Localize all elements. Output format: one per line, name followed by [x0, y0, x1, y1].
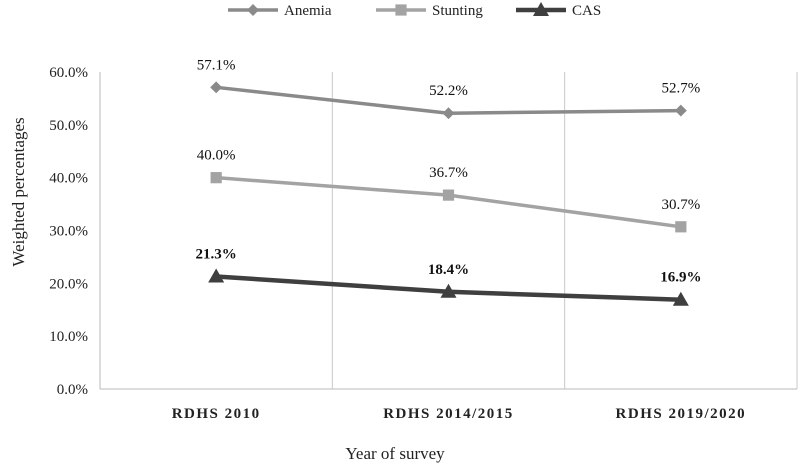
- y-tick-label: 20.0%: [49, 276, 88, 292]
- data-point-stunting: [210, 172, 222, 184]
- data-point-stunting: [442, 189, 455, 201]
- x-tick-label: RDHS 2010: [172, 406, 261, 422]
- y-tick-label: 50.0%: [49, 118, 88, 134]
- legend-label-stunting: Stunting: [432, 3, 483, 19]
- y-axis: 0.0% 10.0% 20.0% 30.0% 40.0% 50.0% 60.0%: [49, 65, 88, 398]
- data-point-anemia: [210, 81, 223, 94]
- legend-marker-cas: [533, 2, 549, 16]
- x-axis-label: Year of survey: [345, 444, 445, 463]
- y-tick-label: 0.0%: [57, 382, 88, 398]
- data-point-anemia: [674, 104, 687, 117]
- data-label-anemia: 52.2%: [429, 83, 468, 99]
- x-tick-label: RDHS 2014/2015: [383, 406, 514, 422]
- y-tick-label: 40.0%: [49, 171, 88, 187]
- data-point-cas: [672, 291, 689, 306]
- data-label-anemia: 52.7%: [661, 81, 700, 97]
- data-label-stunting: 30.7%: [661, 197, 700, 213]
- series-line-stunting: [216, 175, 682, 229]
- y-tick-label: 30.0%: [49, 224, 88, 240]
- plot-area: [99, 72, 798, 390]
- y-tick-label: 10.0%: [49, 329, 88, 345]
- y-axis-label: Weighted percentages: [9, 117, 28, 266]
- legend: Anemia Stunting CAS: [228, 2, 601, 19]
- x-axis: RDHS 2010 RDHS 2014/2015 RDHS 2019/2020: [172, 406, 747, 422]
- legend-label-cas: CAS: [572, 3, 601, 19]
- x-tick-label: RDHS 2019/2020: [616, 406, 747, 422]
- legend-marker-anemia: [247, 4, 259, 16]
- data-label-stunting: 40.0%: [197, 148, 236, 164]
- legend-marker-stunting: [395, 4, 407, 16]
- data-point-cas: [208, 268, 225, 283]
- legend-label-anemia: Anemia: [284, 3, 332, 19]
- data-label-cas: 21.3%: [196, 246, 237, 262]
- data-label-stunting: 36.7%: [429, 165, 468, 181]
- series-group: 57.1% 52.2% 52.7% 40.0% 36.7% 30.7% 21.3% 18.4%…: [196, 57, 701, 306]
- data-point-anemia: [442, 107, 455, 120]
- data-label-cas: 16.9%: [660, 270, 701, 286]
- data-point-cas: [440, 283, 457, 298]
- y-tick-label: 60.0%: [49, 65, 88, 81]
- data-label-cas: 18.4%: [428, 262, 469, 278]
- data-point-stunting: [675, 221, 687, 233]
- data-label-anemia: 57.1%: [197, 57, 236, 73]
